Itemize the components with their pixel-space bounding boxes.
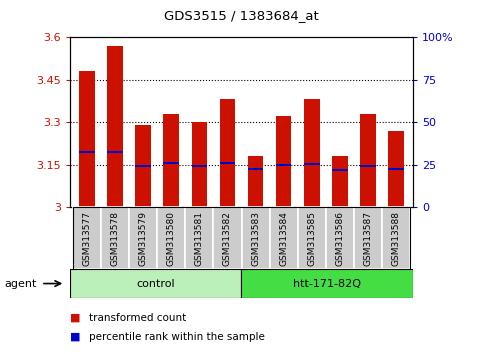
Bar xyxy=(192,122,207,207)
Bar xyxy=(79,71,95,207)
Bar xyxy=(192,165,207,167)
Bar xyxy=(360,114,376,207)
Text: ■: ■ xyxy=(70,332,81,342)
Bar xyxy=(164,162,179,164)
Bar xyxy=(382,207,410,269)
Bar xyxy=(220,162,235,164)
Bar xyxy=(157,207,185,269)
Text: GSM313584: GSM313584 xyxy=(279,211,288,266)
Bar xyxy=(107,46,123,207)
Bar xyxy=(220,99,235,207)
Bar xyxy=(354,207,382,269)
Bar xyxy=(304,163,319,165)
Bar xyxy=(248,156,263,207)
Text: GSM313588: GSM313588 xyxy=(392,211,400,266)
Bar xyxy=(242,269,413,298)
Text: GSM313585: GSM313585 xyxy=(307,211,316,266)
Text: GDS3515 / 1383684_at: GDS3515 / 1383684_at xyxy=(164,9,319,22)
Bar xyxy=(276,164,291,166)
Bar xyxy=(135,125,151,207)
Bar xyxy=(332,169,348,171)
Bar xyxy=(360,165,376,167)
Text: GSM313581: GSM313581 xyxy=(195,211,204,266)
Bar xyxy=(298,207,326,269)
Bar xyxy=(79,151,95,153)
Text: GSM313579: GSM313579 xyxy=(139,211,148,266)
Bar xyxy=(326,207,354,269)
Bar xyxy=(185,207,213,269)
Text: GSM313582: GSM313582 xyxy=(223,211,232,266)
Bar xyxy=(276,116,291,207)
Text: percentile rank within the sample: percentile rank within the sample xyxy=(89,332,265,342)
Text: GSM313586: GSM313586 xyxy=(335,211,344,266)
Text: ■: ■ xyxy=(70,313,81,322)
Bar xyxy=(129,207,157,269)
Bar xyxy=(388,168,404,170)
Bar xyxy=(164,114,179,207)
Text: agent: agent xyxy=(5,279,37,289)
Bar xyxy=(332,156,348,207)
Text: control: control xyxy=(137,279,175,289)
Bar xyxy=(101,207,129,269)
Bar xyxy=(248,168,263,170)
Bar xyxy=(107,151,123,153)
Bar xyxy=(213,207,242,269)
Text: htt-171-82Q: htt-171-82Q xyxy=(293,279,361,289)
Text: GSM313578: GSM313578 xyxy=(111,211,119,266)
Text: GSM313577: GSM313577 xyxy=(83,211,91,266)
Bar xyxy=(388,131,404,207)
Bar xyxy=(270,207,298,269)
Text: GSM313587: GSM313587 xyxy=(364,211,372,266)
Bar xyxy=(70,269,242,298)
Bar xyxy=(242,207,270,269)
Text: GSM313580: GSM313580 xyxy=(167,211,176,266)
Bar xyxy=(304,99,319,207)
Bar xyxy=(73,207,101,269)
Text: GSM313583: GSM313583 xyxy=(251,211,260,266)
Text: transformed count: transformed count xyxy=(89,313,186,322)
Bar xyxy=(135,165,151,167)
